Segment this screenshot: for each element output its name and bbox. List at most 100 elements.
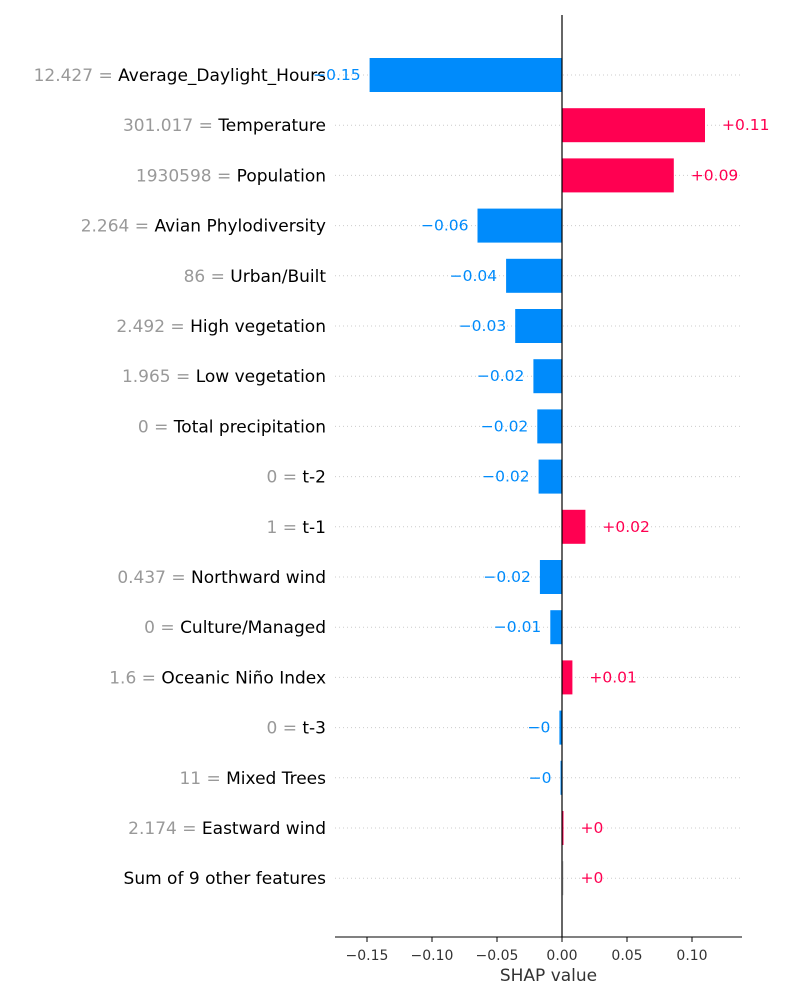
feature-value: 0 bbox=[144, 618, 155, 638]
bar bbox=[560, 760, 562, 795]
equals-sign: = bbox=[149, 417, 174, 437]
data-label: +0.09 bbox=[691, 166, 739, 184]
bar bbox=[559, 710, 562, 745]
x-tick-label: −0.10 bbox=[411, 948, 454, 964]
equals-sign: = bbox=[93, 66, 118, 86]
equals-sign: = bbox=[166, 568, 191, 588]
bar bbox=[562, 108, 705, 143]
feature-label: 1.6 = Oceanic Niño Index bbox=[109, 668, 326, 688]
bar bbox=[539, 560, 562, 594]
feature-name: Temperature bbox=[217, 116, 326, 136]
equals-sign: = bbox=[193, 116, 218, 136]
feature-name: Low vegetation bbox=[196, 367, 326, 387]
feature-name: Oceanic Niño Index bbox=[161, 668, 326, 688]
feature-label: 86 = Urban/Built bbox=[184, 267, 327, 287]
x-tick-label: 0.05 bbox=[611, 948, 642, 964]
feature-name: Mixed Trees bbox=[226, 769, 326, 789]
data-label: −0.06 bbox=[421, 217, 469, 235]
feature-value: 2.174 bbox=[128, 819, 177, 839]
x-tick-label: −0.15 bbox=[346, 948, 389, 964]
feature-label: 2.264 = Avian Phylodiversity bbox=[81, 217, 326, 237]
x-axis-label: SHAP value bbox=[500, 966, 597, 986]
feature-name: Average_Daylight_Hours bbox=[118, 66, 326, 86]
feature-value: 0 bbox=[266, 468, 277, 488]
data-label: −0.02 bbox=[481, 417, 529, 435]
feature-label: 0.437 = Northward wind bbox=[117, 568, 326, 588]
data-label: −0 bbox=[528, 719, 551, 737]
equals-sign: = bbox=[171, 367, 196, 387]
data-label: −0.02 bbox=[482, 468, 530, 486]
bar bbox=[369, 58, 562, 92]
equals-sign: = bbox=[129, 217, 154, 237]
feature-label: 12.427 = Average_Daylight_Hours bbox=[34, 66, 327, 86]
feature-name: Urban/Built bbox=[230, 267, 326, 287]
feature-name: Sum of 9 other features bbox=[124, 869, 327, 889]
data-label: −0 bbox=[529, 769, 552, 787]
feature-value: 1.965 bbox=[122, 367, 171, 387]
feature-name: Northward wind bbox=[191, 568, 326, 588]
feature-name: t-1 bbox=[302, 518, 326, 538]
feature-label: 301.017 = Temperature bbox=[123, 116, 326, 136]
bar bbox=[562, 509, 586, 544]
feature-value: 1.6 bbox=[109, 668, 136, 688]
feature-name: High vegetation bbox=[190, 317, 326, 337]
data-label: +0 bbox=[581, 869, 604, 887]
x-tick-label: 0.10 bbox=[676, 948, 707, 964]
data-label: −0.02 bbox=[477, 367, 525, 385]
x-tick-label: −0.05 bbox=[476, 948, 519, 964]
bar bbox=[550, 610, 562, 645]
feature-label: 1 = t-1 bbox=[266, 518, 326, 538]
feature-label: 0 = Total precipitation bbox=[138, 417, 326, 437]
x-tick-label: 0.00 bbox=[546, 948, 577, 964]
feature-label: 1930598 = Population bbox=[136, 166, 326, 186]
equals-sign: = bbox=[277, 719, 302, 739]
equals-sign: = bbox=[277, 518, 302, 538]
data-label: +0.01 bbox=[589, 668, 637, 686]
feature-value: 86 bbox=[184, 267, 206, 287]
feature-name: Total precipitation bbox=[173, 417, 326, 437]
data-label: −0.03 bbox=[459, 317, 507, 335]
equals-sign: = bbox=[165, 317, 190, 337]
feature-value: 1930598 bbox=[136, 166, 212, 186]
feature-name: t-3 bbox=[302, 719, 326, 739]
feature-value: 1 bbox=[266, 518, 277, 538]
equals-sign: = bbox=[205, 267, 230, 287]
feature-label: 2.174 = Eastward wind bbox=[128, 819, 326, 839]
feature-label: 11 = Mixed Trees bbox=[179, 769, 326, 789]
bar bbox=[506, 258, 562, 293]
feature-value: 0 bbox=[138, 417, 149, 437]
data-label: −0.01 bbox=[494, 618, 542, 636]
equals-sign: = bbox=[201, 769, 226, 789]
bar bbox=[477, 208, 562, 243]
equals-sign: = bbox=[177, 819, 202, 839]
feature-name: Eastward wind bbox=[202, 819, 326, 839]
feature-value: 0.437 bbox=[117, 568, 166, 588]
equals-sign: = bbox=[136, 668, 161, 688]
bar bbox=[562, 811, 564, 845]
feature-label: 0 = Culture/Managed bbox=[144, 618, 326, 638]
feature-value: 0 bbox=[266, 719, 277, 739]
feature-name: t-2 bbox=[302, 468, 326, 488]
bar bbox=[538, 459, 562, 494]
bar bbox=[562, 660, 573, 695]
data-label: +0 bbox=[581, 819, 604, 837]
feature-value: 2.264 bbox=[81, 217, 130, 237]
feature-name: Culture/Managed bbox=[180, 618, 326, 638]
feature-value: 301.017 bbox=[123, 116, 193, 136]
bar bbox=[562, 861, 564, 896]
data-label: −0.04 bbox=[450, 267, 498, 285]
equals-sign: = bbox=[277, 468, 302, 488]
feature-value: 12.427 bbox=[34, 66, 93, 86]
data-label: −0.02 bbox=[483, 568, 531, 586]
bar bbox=[515, 309, 562, 343]
bar bbox=[533, 359, 562, 394]
feature-label: 0 = t-2 bbox=[266, 468, 326, 488]
data-label: +0.11 bbox=[722, 116, 770, 134]
equals-sign: = bbox=[155, 618, 180, 638]
feature-label: 2.492 = High vegetation bbox=[116, 317, 326, 337]
feature-label: Sum of 9 other features bbox=[124, 869, 327, 889]
equals-sign: = bbox=[212, 166, 237, 186]
feature-name: Population bbox=[237, 166, 326, 186]
